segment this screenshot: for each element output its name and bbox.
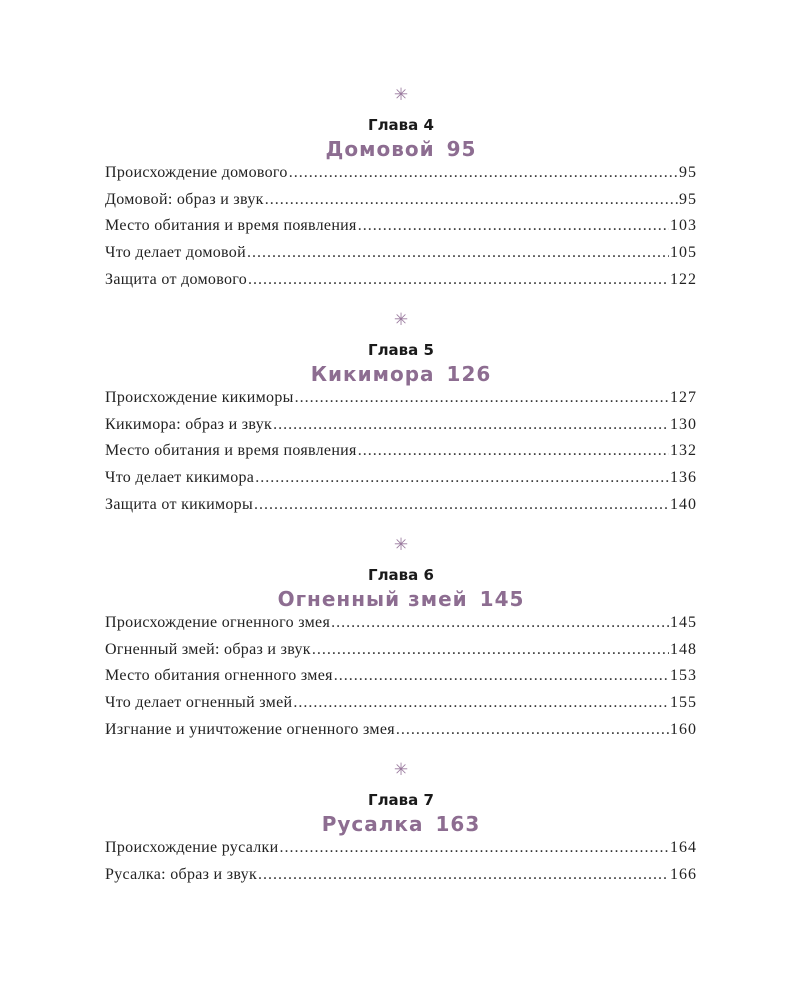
dot-leader bbox=[334, 663, 669, 690]
toc-entry[interactable]: Происхождение кикиморы 127 bbox=[105, 385, 697, 412]
chapter-title: Русалка 163 bbox=[105, 811, 697, 837]
toc-entry[interactable]: Защита от кикиморы 140 bbox=[105, 492, 697, 519]
entry-page: 95 bbox=[679, 164, 697, 181]
dot-leader bbox=[247, 240, 669, 267]
toc-entry[interactable]: Кикимора: образ и звук 130 bbox=[105, 412, 697, 439]
chapter-page: 145 bbox=[479, 587, 525, 611]
chapter-title: Кикимора 126 bbox=[105, 361, 697, 387]
asterisk-ornament-icon: ✳ bbox=[393, 760, 409, 780]
asterisk-ornament-icon: ✳ bbox=[393, 310, 409, 330]
entry-page: 132 bbox=[670, 442, 697, 460]
entry-page: 130 bbox=[670, 415, 697, 433]
dot-leader bbox=[358, 213, 669, 240]
dot-leader bbox=[396, 717, 669, 744]
chapter-section: ✳ Глава 6 Огненный змей 145 Происхождение… bbox=[105, 532, 697, 757]
dot-leader bbox=[279, 835, 669, 862]
toc-entry[interactable]: Место обитания огненного змея 153 bbox=[105, 663, 697, 690]
dot-leader bbox=[331, 610, 669, 637]
toc-entry[interactable]: Происхождение русалки 164 bbox=[105, 835, 697, 862]
entry-page: 164 bbox=[670, 839, 697, 856]
dot-leader bbox=[293, 690, 669, 717]
entry-page: 105 bbox=[670, 244, 697, 262]
toc-entry[interactable]: Защита от домового 122 bbox=[105, 267, 697, 294]
entry-page: 155 bbox=[670, 694, 697, 712]
entry-title: Происхождение кикиморы bbox=[105, 389, 294, 406]
entry-page: 122 bbox=[670, 270, 697, 288]
chapter-page: 126 bbox=[446, 362, 492, 386]
entry-title: Происхождение русалки bbox=[105, 839, 279, 856]
dot-leader bbox=[295, 385, 669, 412]
asterisk-ornament-icon: ✳ bbox=[393, 535, 409, 555]
entry-title: Что делает домовой bbox=[105, 244, 246, 262]
chapter-section: ✳ Глава 5 Кикимора 126 Происхождение кики… bbox=[105, 307, 697, 532]
toc-entry[interactable]: Происхождение домового 95 bbox=[105, 160, 697, 187]
toc-entry[interactable]: Домовой: образ и звук 95 bbox=[105, 187, 697, 214]
dot-leader bbox=[255, 465, 669, 492]
chapter-section: ✳ Глава 7 Русалка 163 Происхождение русал… bbox=[105, 757, 697, 982]
entry-title: Происхождение домового bbox=[105, 164, 288, 181]
entry-title: Русалка: образ и звук bbox=[105, 865, 258, 883]
dot-leader bbox=[254, 492, 669, 519]
entry-page: 148 bbox=[670, 640, 697, 658]
chapter-entries: Происхождение русалки 164 Русалка: образ… bbox=[105, 835, 697, 888]
dot-leader bbox=[289, 160, 678, 187]
chapter-label: Глава 7 bbox=[368, 791, 434, 809]
chapter-page: 163 bbox=[435, 812, 481, 836]
entry-page: 103 bbox=[670, 217, 697, 235]
entry-title: Защита от домового bbox=[105, 270, 248, 288]
entry-page: 95 bbox=[679, 190, 697, 208]
dot-leader bbox=[248, 267, 669, 294]
chapter-entries: Происхождение кикиморы 127 Кикимора: обр… bbox=[105, 385, 697, 518]
toc-entry[interactable]: Место обитания и время появления 132 bbox=[105, 438, 697, 465]
entry-title: Место обитания и время появления bbox=[105, 217, 357, 235]
toc-entry[interactable]: Русалка: образ и звук 166 bbox=[105, 862, 697, 889]
chapter-label: Глава 5 bbox=[368, 341, 434, 359]
entry-title: Что делает огненный змей bbox=[105, 694, 293, 712]
entry-title: Изгнание и уничтожение огненного змея bbox=[105, 720, 395, 738]
toc-entry[interactable]: Что делает домовой 105 bbox=[105, 240, 697, 267]
chapter-title-text: Кикимора bbox=[310, 362, 435, 386]
chapter-label: Глава 4 bbox=[368, 116, 434, 134]
chapter-entries: Происхождение домового 95 Домовой: образ… bbox=[105, 160, 697, 293]
entry-title: Что делает кикимора bbox=[105, 469, 255, 487]
chapter-label: Глава 6 bbox=[368, 566, 434, 584]
toc-entry[interactable]: Место обитания и время появления 103 bbox=[105, 213, 697, 240]
chapter-entries: Происхождение огненного змея 145 Огненны… bbox=[105, 610, 697, 743]
entry-title: Место обитания и время появления bbox=[105, 442, 357, 460]
dot-leader bbox=[312, 637, 669, 664]
entry-page: 136 bbox=[670, 469, 697, 487]
chapter-title: Домовой 95 bbox=[105, 136, 697, 162]
toc-entry[interactable]: Что делает кикимора 136 bbox=[105, 465, 697, 492]
entry-title: Защита от кикиморы bbox=[105, 495, 254, 513]
toc-entry[interactable]: Что делает огненный змей 155 bbox=[105, 690, 697, 717]
chapter-page: 95 bbox=[446, 137, 477, 161]
entry-page: 140 bbox=[670, 495, 697, 513]
dot-leader bbox=[273, 412, 669, 439]
entry-title: Домовой: образ и звук bbox=[105, 190, 264, 208]
entry-page: 145 bbox=[670, 614, 697, 631]
chapter-title: Огненный змей 145 bbox=[105, 586, 697, 612]
toc-entry[interactable]: Происхождение огненного змея 145 bbox=[105, 610, 697, 637]
chapter-title-text: Русалка bbox=[321, 812, 424, 836]
entry-title: Место обитания огненного змея bbox=[105, 667, 333, 685]
dot-leader bbox=[258, 862, 669, 889]
chapter-section: ✳ Глава 4 Домовой 95 Происхождение домово… bbox=[105, 82, 697, 307]
toc-entry[interactable]: Огненный змей: образ и звук 148 bbox=[105, 637, 697, 664]
entry-page: 153 bbox=[670, 667, 697, 685]
entry-page: 127 bbox=[670, 389, 697, 406]
entry-page: 160 bbox=[670, 720, 697, 738]
toc-entry[interactable]: Изгнание и уничтожение огненного змея 16… bbox=[105, 717, 697, 744]
entry-title: Кикимора: образ и звук bbox=[105, 415, 273, 433]
dot-leader bbox=[358, 438, 669, 465]
chapter-title-text: Домовой bbox=[325, 137, 435, 161]
dot-leader bbox=[265, 187, 678, 214]
entry-page: 166 bbox=[670, 865, 697, 883]
asterisk-ornament-icon: ✳ bbox=[393, 85, 409, 105]
entry-title: Происхождение огненного змея bbox=[105, 614, 331, 631]
chapter-title-text: Огненный змей bbox=[277, 587, 468, 611]
entry-title: Огненный змей: образ и звук bbox=[105, 640, 311, 658]
